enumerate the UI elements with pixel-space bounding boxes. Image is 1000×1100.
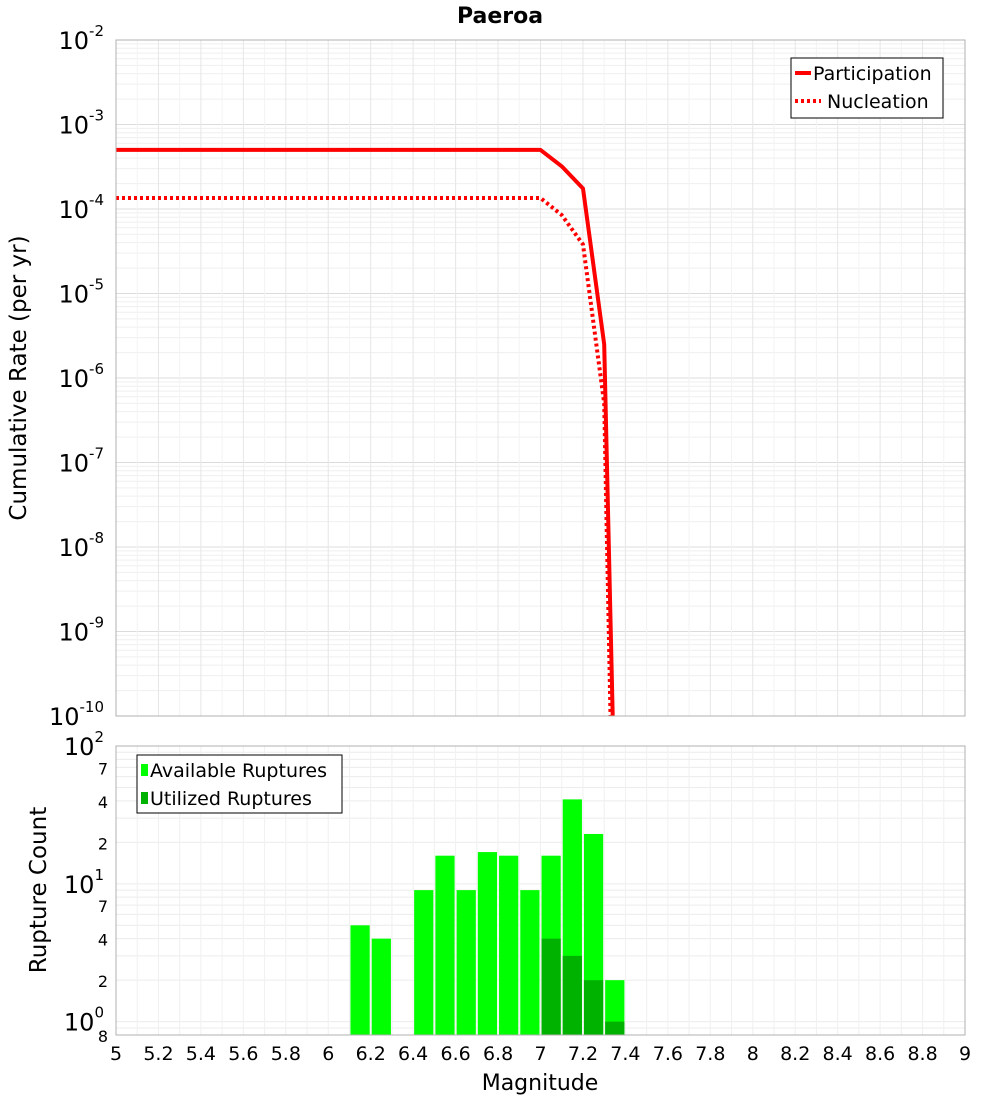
- x-tick-label: 5.6: [228, 1043, 258, 1065]
- bar-available-ruptures: [477, 852, 498, 1035]
- x-tick-label: 7.2: [568, 1043, 598, 1065]
- legend-swatch-utilized: [141, 792, 148, 804]
- bottom-y-major-tick-label: 100: [64, 1004, 104, 1037]
- bottom-y-minor-tick-label: 7: [98, 759, 108, 778]
- bottom-y-major-tick-label: 101: [64, 866, 104, 899]
- x-tick-label: 7.8: [695, 1043, 725, 1065]
- bar-available-ruptures: [350, 925, 370, 1035]
- bar-available-ruptures: [371, 938, 391, 1035]
- x-tick-label: 7.4: [610, 1043, 640, 1065]
- x-tick-label: 5.2: [143, 1043, 173, 1065]
- bar-available-ruptures: [414, 890, 434, 1035]
- x-tick-label: 6.2: [356, 1043, 386, 1065]
- bar-utilized-ruptures: [583, 980, 604, 1035]
- legend-swatch-available: [141, 764, 148, 776]
- x-tick-label: 7.6: [653, 1043, 683, 1065]
- bar-utilized-ruptures: [562, 955, 582, 1035]
- x-tick-label: 5.8: [271, 1043, 301, 1065]
- line-nucleation: [116, 196, 613, 717]
- bar-available-ruptures: [520, 890, 540, 1035]
- x-tick-label: 8.4: [823, 1043, 853, 1065]
- top-y-tick-label: 10-3: [58, 107, 104, 140]
- bar-series: [350, 799, 625, 1035]
- top-y-tick-label: 10-5: [58, 276, 104, 309]
- line-participation: [116, 147, 615, 717]
- x-tick-label: 8.2: [780, 1043, 810, 1065]
- x-tick-label: 6.6: [440, 1043, 470, 1065]
- bar-available-ruptures: [435, 855, 455, 1035]
- x-tick-label: 5.4: [186, 1043, 216, 1065]
- legend-label-available: Available Ruptures: [150, 760, 327, 782]
- bar-utilized-ruptures: [541, 938, 561, 1035]
- x-tick-label: 5: [110, 1043, 122, 1065]
- x-tick-label: 7: [534, 1043, 546, 1065]
- x-tick-label: 9: [959, 1043, 971, 1065]
- bottom-y-tick-labels: 102 101 100 7 4 2 7 4 2 8: [64, 728, 108, 1046]
- top-y-tick-label: 10-2: [58, 22, 104, 55]
- bottom-plot-frame: [115, 745, 966, 1036]
- bar-available-ruptures: [499, 855, 519, 1035]
- top-plot-frame: [115, 39, 966, 717]
- chart-title: Paeroa: [457, 4, 543, 29]
- bottom-legend: Available Ruptures Utilized Ruptures: [136, 754, 343, 814]
- bottom-y-minor-tick-label: 2: [98, 834, 108, 853]
- top-y-tick-label: 10-9: [58, 614, 104, 647]
- x-tick-label: 6.8: [483, 1043, 513, 1065]
- x-tick-label: 8.6: [865, 1043, 895, 1065]
- x-tick-label: 6.4: [398, 1043, 428, 1065]
- line-series: [116, 147, 615, 717]
- x-tick-label: 6: [322, 1043, 334, 1065]
- bottom-y-major-tick-label: 102: [64, 728, 104, 761]
- legend-label-participation: Participation: [813, 63, 932, 85]
- top-y-tick-label: 10-8: [58, 529, 104, 562]
- bottom-legend-box: [136, 754, 343, 814]
- bottom-y-minor-tick-label: 4: [98, 931, 108, 950]
- x-tick-label: 8.8: [907, 1043, 937, 1065]
- top-y-tick-label: 10-6: [58, 360, 104, 393]
- legend-label-nucleation: Nucleation: [827, 91, 929, 113]
- x-tick-label: 8: [747, 1043, 759, 1065]
- bottom-y-minor-tick-label: 8: [98, 1027, 108, 1046]
- bar-utilized-ruptures: [605, 1021, 625, 1035]
- x-axis-label: Magnitude: [482, 1071, 599, 1096]
- x-tick-labels: 5 5.2 5.4 5.6 5.8 6 6.2 6.4 6.6 6.8 7 7.2 7.4 7.6 7.8 8…: [110, 1043, 971, 1065]
- legend-label-utilized: Utilized Ruptures: [150, 788, 312, 810]
- bar-available-ruptures: [605, 980, 625, 1035]
- top-y-tick-label: 10-7: [58, 445, 104, 478]
- top-y-axis-label: Cumulative Rate (per yr): [6, 235, 32, 520]
- bar-available-ruptures: [456, 890, 476, 1035]
- top-gridlines: [115, 40, 966, 717]
- top-legend-box: [790, 57, 944, 119]
- bottom-y-axis-label: Rupture Count: [26, 807, 52, 973]
- top-y-tick-label: 10-10: [49, 698, 104, 731]
- bottom-y-minor-tick-label: 2: [98, 972, 108, 991]
- top-y-tick-label: 10-4: [58, 191, 104, 224]
- bottom-y-minor-tick-label: 4: [98, 793, 108, 812]
- top-y-tick-labels: 10-2 10-3 10-4 10-5 10-6 10-7 10-8 10-9 10-10: [49, 22, 104, 731]
- bottom-y-minor-tick-label: 7: [98, 897, 108, 916]
- top-legend: Participation Nucleation: [790, 57, 944, 119]
